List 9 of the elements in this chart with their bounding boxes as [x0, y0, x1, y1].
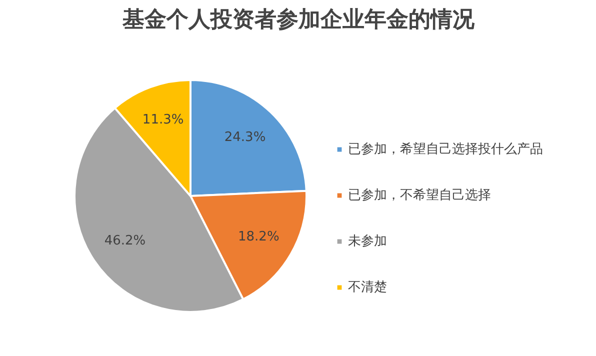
legend-label: 未参加 — [348, 233, 387, 250]
data-label: 24.3% — [224, 130, 266, 145]
data-label: 11.3% — [142, 112, 184, 128]
legend-label: 不清楚 — [348, 279, 387, 296]
data-label: 18.2% — [238, 229, 280, 244]
data-label: 46.2% — [104, 234, 146, 249]
legend-label: 已参加，不希望自己选择 — [348, 187, 491, 204]
chart-title: 基金个人投资者参加企业年金的情况 — [122, 8, 476, 32]
legend-label: 已参加，希望自己选择投什么产品 — [348, 141, 543, 158]
